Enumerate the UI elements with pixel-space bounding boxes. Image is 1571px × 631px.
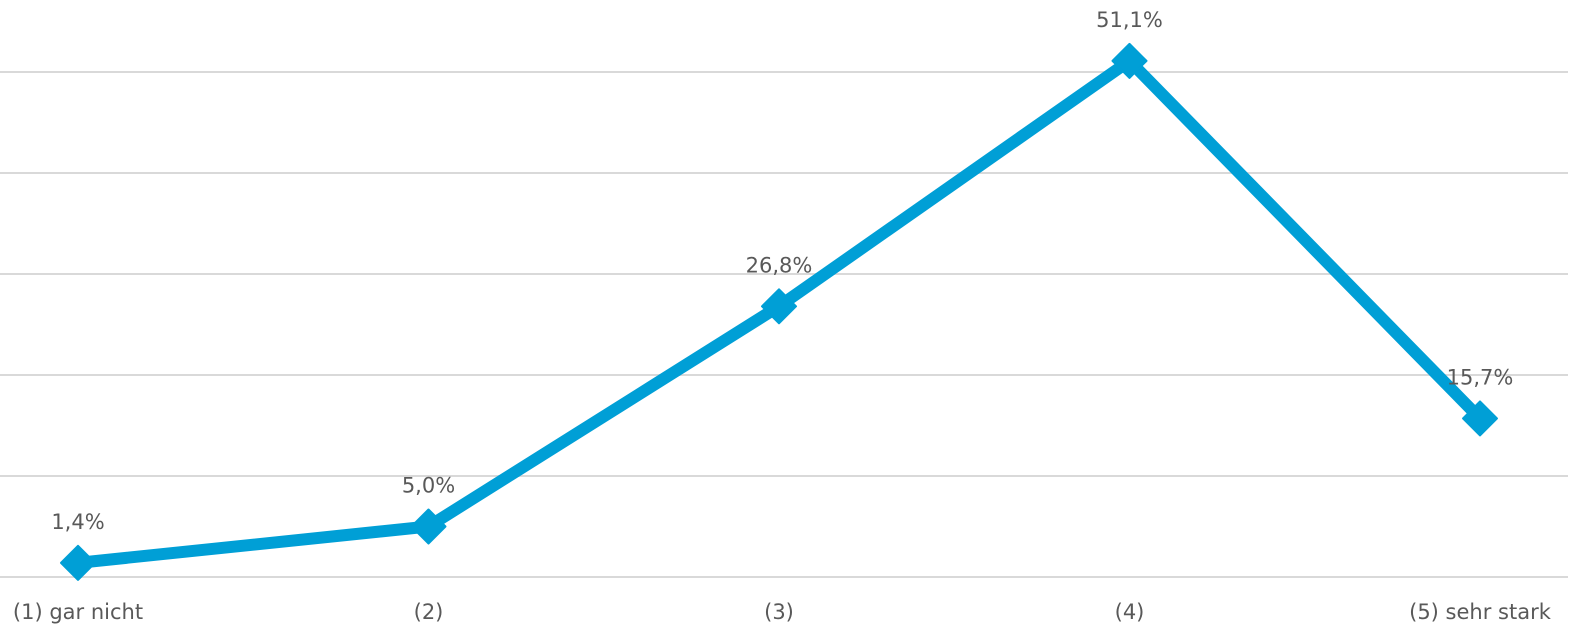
data-marker bbox=[1111, 42, 1148, 79]
data-label: 15,7% bbox=[1447, 365, 1514, 389]
x-tick-label: (2) bbox=[414, 600, 444, 624]
data-label: 1,4% bbox=[51, 510, 104, 534]
data-marker bbox=[1462, 400, 1498, 437]
data-label: 51,1% bbox=[1096, 8, 1163, 32]
x-tick-label: (5) sehr stark bbox=[1409, 600, 1552, 624]
data-label: 5,0% bbox=[402, 474, 455, 498]
x-tick-label: (3) bbox=[764, 600, 794, 624]
x-tick-label: (4) bbox=[1115, 600, 1145, 624]
x-tick-label: (1) gar nicht bbox=[13, 600, 143, 624]
data-marker bbox=[60, 544, 96, 581]
data-marker bbox=[410, 508, 447, 545]
data-marker bbox=[761, 288, 797, 325]
data-label: 26,8% bbox=[746, 253, 813, 277]
